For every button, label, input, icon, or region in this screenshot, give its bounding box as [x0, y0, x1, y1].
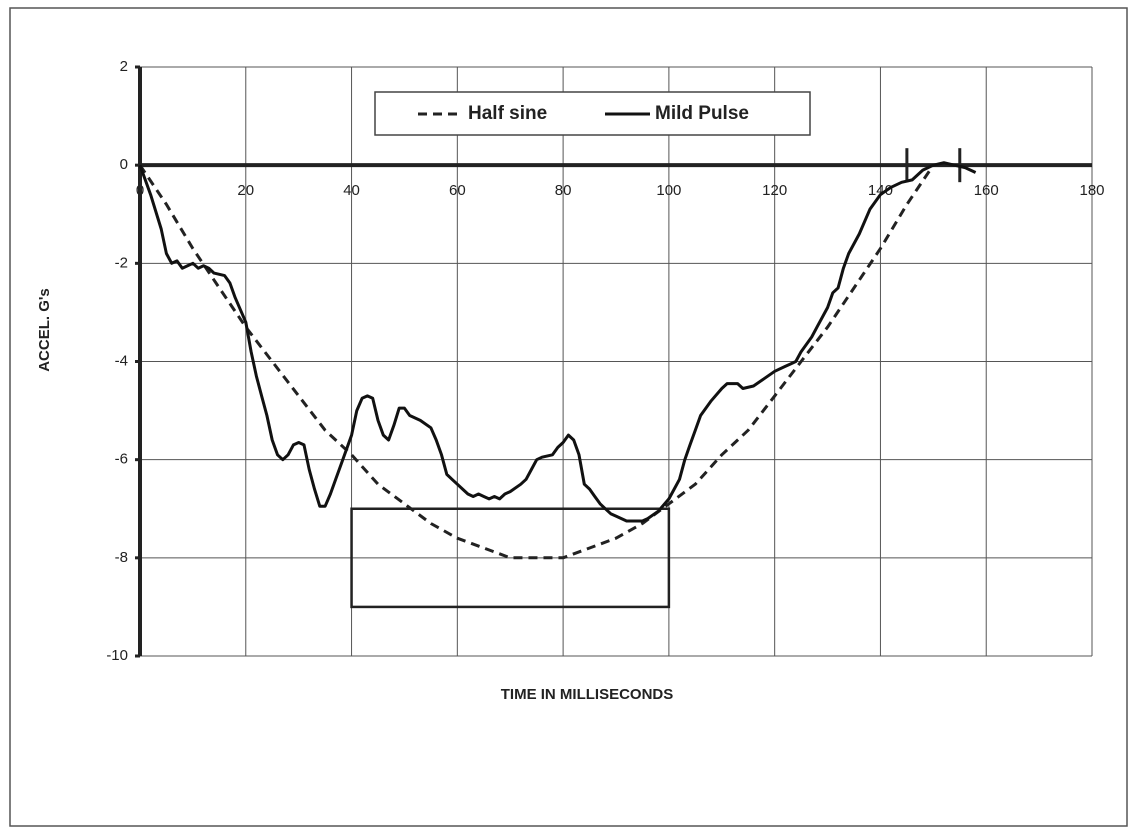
- y-tick-label: -4: [115, 352, 128, 369]
- corridor-box: [350, 507, 671, 609]
- series-line: [138, 164, 935, 560]
- y-tick-label: 0: [120, 156, 128, 173]
- y-tick-label: -2: [115, 254, 128, 271]
- legend-box: [374, 91, 811, 136]
- x-tick-label: 20: [237, 182, 254, 199]
- x-tick-label: 80: [555, 182, 572, 199]
- y-axis-title: ACCEL. G's: [36, 288, 53, 372]
- x-tick-label: 180: [1079, 182, 1104, 199]
- x-tick-label: 100: [656, 182, 681, 199]
- x-tick-label: 120: [762, 182, 787, 199]
- y-tick-label: 2: [120, 58, 128, 75]
- x-tick-label: 40: [343, 182, 360, 199]
- x-tick-label: 140: [868, 182, 893, 199]
- x-tick-label: 160: [974, 182, 999, 199]
- series-line: [138, 161, 977, 523]
- frame: [9, 7, 1128, 827]
- x-tick-label: 60: [449, 182, 466, 199]
- y-tick-label: -10: [106, 647, 128, 664]
- y-tick-label: -6: [115, 451, 128, 468]
- legend-label: Mild Pulse: [655, 103, 749, 124]
- x-axis-title: TIME IN MILLISECONDS: [501, 686, 674, 703]
- y-tick-label: -8: [115, 549, 128, 566]
- legend-label: Half sine: [468, 103, 547, 124]
